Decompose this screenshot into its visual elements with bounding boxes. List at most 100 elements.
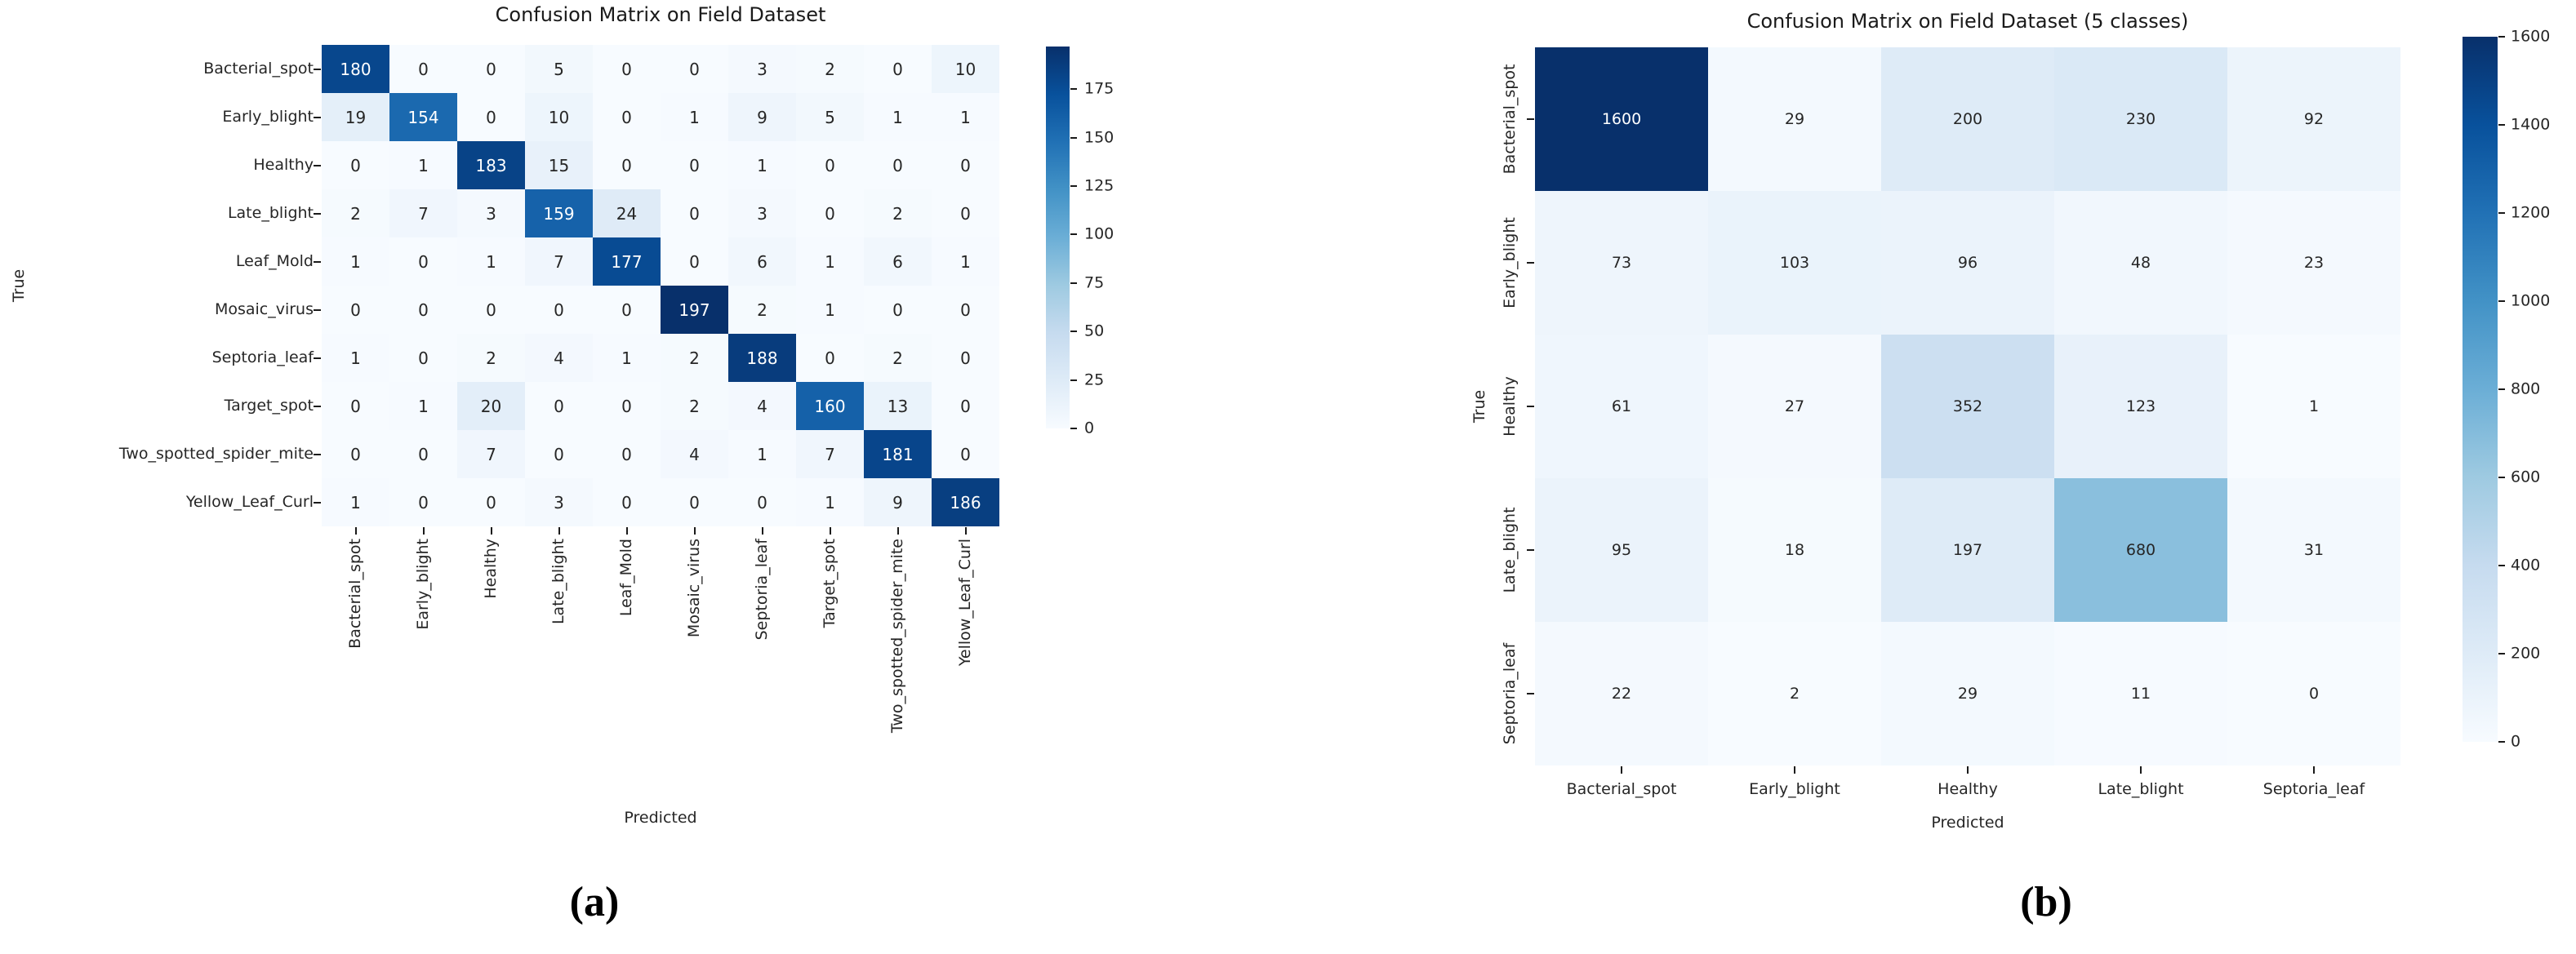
heatmap-cell: 186 — [932, 478, 999, 526]
heatmap-cell: 1 — [389, 141, 457, 189]
heatmap-cell: 0 — [593, 45, 661, 93]
x-tick-label: Late_blight — [2098, 780, 2184, 798]
colorbar-tick-label: 75 — [1084, 273, 1105, 292]
y-tick-mark — [1527, 262, 1534, 264]
heatmap-cell: 197 — [1881, 478, 2054, 622]
heatmap-cell: 7 — [525, 237, 593, 286]
y-tick-mark — [314, 116, 321, 118]
x-tick-mark — [354, 527, 357, 535]
chart-title: Confusion Matrix on Field Dataset — [495, 3, 826, 26]
heatmap-cell: 0 — [661, 141, 728, 189]
x-tick-label: Early_blight — [1749, 780, 1840, 798]
heatmap-cell: 0 — [728, 478, 796, 526]
y-tick-label: Late_blight — [1501, 507, 1519, 593]
colorbar-tick-label: 0 — [1084, 419, 1095, 437]
heatmap-cell: 0 — [864, 45, 932, 93]
x-tick-label: Healthy — [481, 539, 500, 599]
heatmap-cell: 15 — [525, 141, 593, 189]
heatmap-cell: 177 — [593, 237, 661, 286]
colorbar-tick-mark — [1070, 185, 1077, 188]
colorbar-tick-mark — [1070, 331, 1077, 333]
heatmap-cell: 1 — [661, 93, 728, 141]
heatmap-cell: 3 — [457, 189, 525, 237]
heatmap-cell: 11 — [2054, 622, 2227, 765]
heatmap-cell: 0 — [389, 45, 457, 93]
colorbar-tick-label: 175 — [1084, 79, 1114, 98]
y-tick-label: Bacterial_spot — [1501, 64, 1519, 175]
heatmap-cell: 7 — [457, 430, 525, 478]
x-tick-label: Early_blight — [413, 539, 432, 630]
x-axis-label: Predicted — [1931, 814, 2004, 832]
heatmap-cell: 0 — [593, 430, 661, 478]
x-tick-label: Target_spot — [820, 539, 839, 628]
colorbar-tick-label: 1000 — [2511, 291, 2551, 310]
caption-a: (a) — [569, 879, 620, 925]
x-tick-mark — [2140, 766, 2142, 774]
y-tick-label: Septoria_leaf — [211, 348, 314, 366]
colorbar-tick-mark — [2498, 388, 2505, 390]
heatmap-cell: 0 — [661, 45, 728, 93]
y-tick-label: Early_blight — [1501, 217, 1519, 308]
x-tick-mark — [896, 527, 899, 535]
heatmap-cell: 0 — [932, 430, 999, 478]
heatmap-cell: 18 — [1708, 478, 1881, 622]
y-tick-mark — [1527, 549, 1534, 551]
heatmap-cell: 1 — [728, 141, 796, 189]
heatmap-cell: 180 — [322, 45, 389, 93]
heatmap-cell: 183 — [457, 141, 525, 189]
heatmap-cell: 95 — [1535, 478, 1708, 622]
heatmap-cell: 0 — [322, 430, 389, 478]
y-tick-mark — [314, 501, 321, 504]
colorbar-tick-label: 1200 — [2511, 203, 2551, 222]
heatmap-cell: 29 — [1881, 622, 2054, 765]
heatmap-cell: 2 — [864, 189, 932, 237]
heatmap-cell: 154 — [389, 93, 457, 141]
heatmap-cell: 6 — [864, 237, 932, 286]
heatmap-cell: 0 — [932, 189, 999, 237]
colorbar-tick-mark — [1070, 88, 1077, 91]
x-tick-mark — [761, 527, 763, 535]
heatmap-cell: 188 — [728, 334, 796, 382]
heatmap-cell: 0 — [593, 93, 661, 141]
heatmap-cell: 0 — [322, 141, 389, 189]
heatmap-cell: 0 — [661, 189, 728, 237]
caption-b: (b) — [2020, 879, 2072, 925]
heatmap-cell: 0 — [457, 45, 525, 93]
x-tick-mark — [422, 527, 425, 535]
x-tick-mark — [1794, 766, 1795, 774]
heatmap-cell: 4 — [728, 382, 796, 430]
heatmap-cell: 352 — [1881, 335, 2054, 478]
heatmap-cell: 7 — [796, 430, 864, 478]
colorbar-tick-label: 25 — [1084, 371, 1105, 389]
y-tick-label: Target_spot — [224, 396, 314, 415]
heatmap-cell: 0 — [864, 286, 932, 334]
heatmap-cell: 1 — [322, 478, 389, 526]
heatmap-cell: 3 — [728, 45, 796, 93]
colorbar-tick-mark — [2498, 741, 2505, 743]
colorbar-tick-mark — [1070, 233, 1077, 236]
heatmap-cell: 197 — [661, 286, 728, 334]
heatmap-cell: 0 — [593, 286, 661, 334]
heatmap-cell: 3 — [728, 189, 796, 237]
x-tick-label: Septoria_leaf — [2262, 780, 2365, 798]
heatmap-cell: 7 — [389, 189, 457, 237]
x-tick-label: Yellow_Leaf_Curl — [955, 539, 974, 667]
heatmap-cell: 0 — [932, 382, 999, 430]
heatmap-cell: 1 — [932, 237, 999, 286]
x-tick-label: Bacterial_spot — [345, 539, 364, 649]
heatmap-cell: 6 — [728, 237, 796, 286]
heatmap-cell: 0 — [457, 286, 525, 334]
heatmap-cell: 0 — [796, 141, 864, 189]
y-tick-mark — [314, 405, 321, 407]
heatmap-cell: 1 — [728, 430, 796, 478]
heatmap-cell: 0 — [389, 237, 457, 286]
heatmap-cell: 1 — [2227, 335, 2400, 478]
heatmap-cell: 2 — [322, 189, 389, 237]
heatmap-cell: 1 — [322, 237, 389, 286]
x-tick-mark — [964, 527, 967, 535]
y-axis-label: True — [1470, 389, 1489, 424]
x-tick-label: Leaf_Mold — [616, 539, 635, 617]
heatmap-cell: 1 — [457, 237, 525, 286]
x-axis-label: Predicted — [624, 809, 697, 827]
heatmap-cell: 1600 — [1535, 47, 1708, 191]
